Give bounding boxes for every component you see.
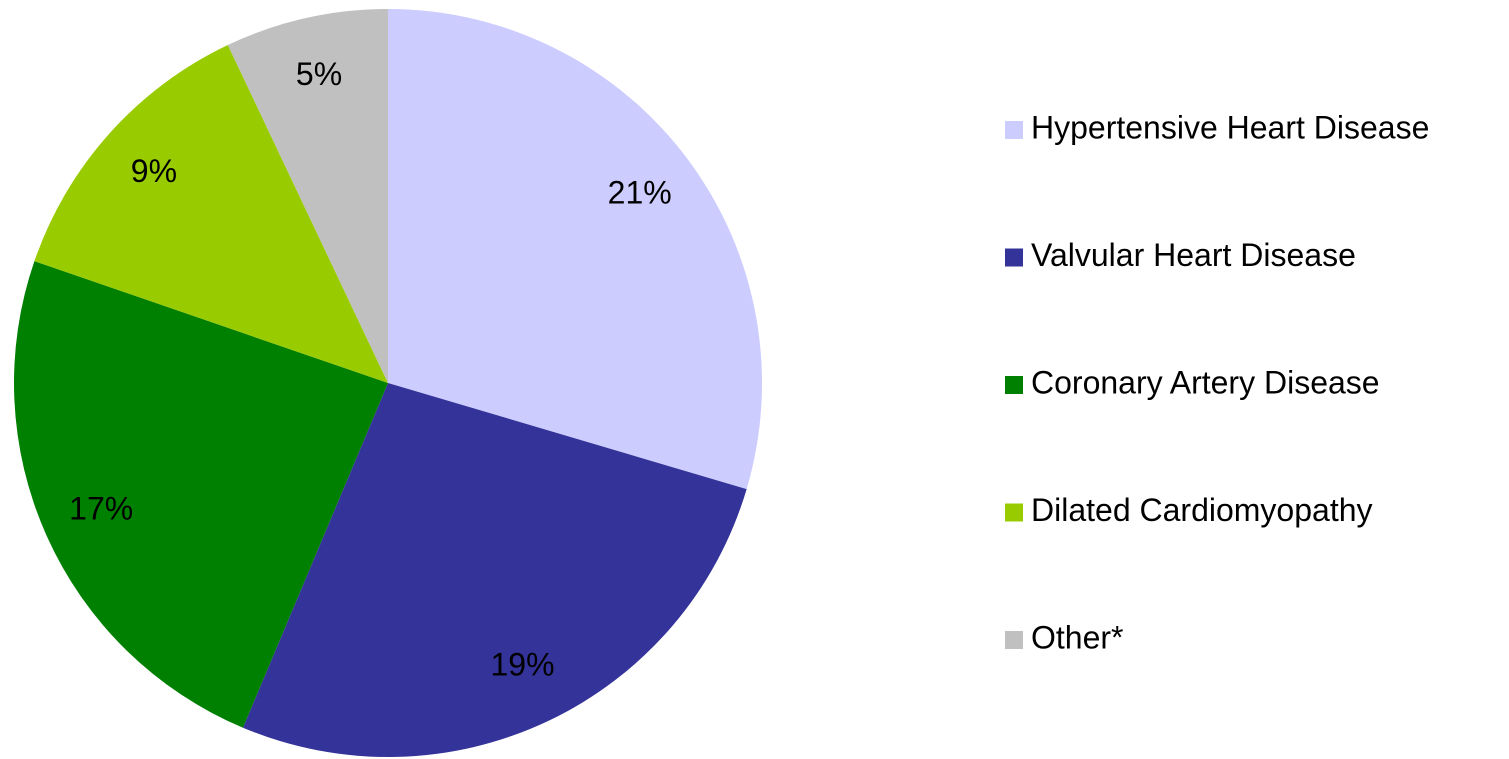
legend-label: Coronary Artery Disease bbox=[1031, 364, 1380, 400]
legend-swatch bbox=[1005, 248, 1023, 267]
legend-label: Valvular Heart Disease bbox=[1031, 237, 1356, 273]
data-label: 21% bbox=[608, 174, 672, 210]
legend-label: Dilated Cardiomyopathy bbox=[1031, 492, 1373, 528]
legend-label: Hypertensive Heart Disease bbox=[1031, 109, 1429, 145]
pie-slice bbox=[13, 261, 389, 728]
pie-slice bbox=[227, 9, 388, 383]
legend-swatch bbox=[1005, 631, 1023, 649]
legend-swatch bbox=[1005, 376, 1023, 394]
legend-label: Other* bbox=[1031, 619, 1123, 655]
data-label: 5% bbox=[296, 56, 342, 92]
pie-slice bbox=[34, 45, 388, 383]
legend-swatch bbox=[1005, 503, 1023, 522]
pie-slice bbox=[388, 9, 762, 490]
data-label: 9% bbox=[131, 153, 177, 189]
data-label: 17% bbox=[69, 491, 133, 527]
pie-slice bbox=[242, 383, 747, 757]
data-label: 19% bbox=[490, 646, 554, 682]
legend-swatch bbox=[1005, 121, 1023, 139]
